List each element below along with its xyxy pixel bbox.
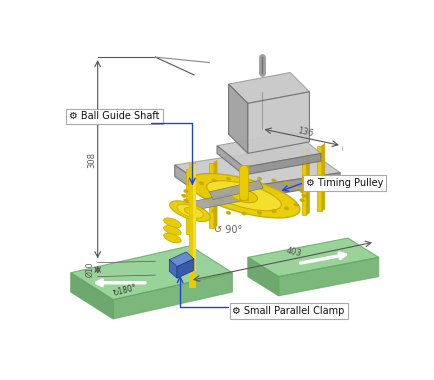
Ellipse shape (199, 182, 204, 185)
Text: ↺ 90°: ↺ 90° (214, 225, 243, 235)
Polygon shape (217, 146, 244, 175)
Text: Ø10: Ø10 (85, 262, 95, 277)
Ellipse shape (230, 189, 257, 203)
Polygon shape (177, 259, 194, 278)
Ellipse shape (182, 194, 186, 197)
Polygon shape (191, 166, 194, 234)
Ellipse shape (170, 201, 210, 222)
Polygon shape (248, 92, 309, 154)
Polygon shape (213, 173, 340, 203)
Ellipse shape (300, 199, 304, 202)
Ellipse shape (242, 176, 246, 180)
Ellipse shape (300, 190, 304, 193)
Polygon shape (209, 163, 214, 228)
Polygon shape (113, 273, 233, 319)
Ellipse shape (190, 185, 194, 188)
Ellipse shape (272, 209, 276, 213)
Ellipse shape (190, 203, 194, 206)
Polygon shape (174, 165, 213, 203)
Polygon shape (317, 146, 322, 211)
Polygon shape (229, 73, 309, 103)
Polygon shape (71, 246, 233, 300)
Text: ⚙ Timing Pulley: ⚙ Timing Pulley (306, 178, 383, 188)
Ellipse shape (294, 203, 298, 206)
Ellipse shape (164, 226, 181, 235)
Polygon shape (302, 150, 306, 215)
Polygon shape (306, 147, 309, 215)
Polygon shape (217, 132, 321, 167)
Text: ⚙ Ball Guide Shaft: ⚙ Ball Guide Shaft (69, 111, 160, 122)
Polygon shape (214, 160, 217, 228)
Text: ⚙ Small Parallel Clamp: ⚙ Small Parallel Clamp (233, 306, 345, 316)
Polygon shape (248, 257, 279, 296)
Ellipse shape (284, 182, 289, 185)
Text: ↻180°: ↻180° (112, 283, 138, 298)
Ellipse shape (184, 207, 196, 215)
Polygon shape (322, 143, 325, 211)
Ellipse shape (207, 181, 281, 211)
Polygon shape (71, 273, 113, 319)
Ellipse shape (184, 190, 188, 193)
Text: 308: 308 (88, 152, 97, 168)
Polygon shape (174, 146, 340, 192)
Ellipse shape (212, 209, 216, 213)
Polygon shape (248, 238, 379, 277)
Polygon shape (186, 169, 191, 234)
Text: 403: 403 (285, 246, 303, 258)
Ellipse shape (184, 199, 188, 202)
Ellipse shape (199, 207, 204, 210)
Text: 136: 136 (297, 126, 314, 138)
Ellipse shape (212, 179, 216, 182)
Ellipse shape (164, 233, 181, 243)
Ellipse shape (257, 177, 262, 180)
Ellipse shape (284, 207, 289, 210)
Ellipse shape (242, 212, 246, 215)
Polygon shape (182, 190, 248, 213)
Polygon shape (169, 260, 177, 278)
Ellipse shape (302, 194, 306, 197)
Polygon shape (229, 84, 248, 154)
Ellipse shape (226, 177, 231, 180)
Ellipse shape (164, 218, 181, 228)
Ellipse shape (188, 174, 300, 218)
Polygon shape (209, 180, 263, 200)
Polygon shape (244, 154, 321, 175)
Ellipse shape (272, 179, 276, 182)
Polygon shape (279, 257, 379, 296)
Ellipse shape (226, 211, 231, 214)
Ellipse shape (177, 204, 203, 218)
Polygon shape (169, 252, 194, 267)
Ellipse shape (257, 211, 262, 214)
Ellipse shape (294, 185, 298, 188)
